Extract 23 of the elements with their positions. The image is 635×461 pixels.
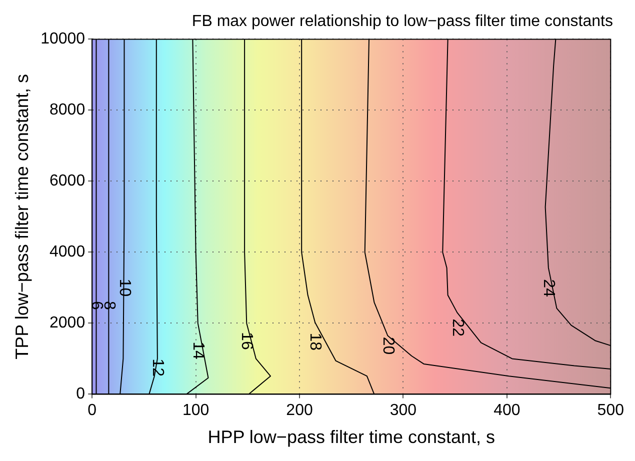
x-tick-label: 400 xyxy=(494,402,520,420)
x-tick-label: 300 xyxy=(390,402,417,420)
x-tick-label: 500 xyxy=(597,402,624,420)
x-axis-title: HPP low−pass filter time constant, s xyxy=(208,427,496,448)
text: 14 xyxy=(189,342,206,360)
y-tick-label: 6000 xyxy=(50,172,86,190)
x-tick-label: 0 xyxy=(88,402,97,420)
y-tick-label: 2000 xyxy=(50,314,86,332)
text: 22 xyxy=(448,318,466,337)
y-tick-label: 0 xyxy=(76,386,86,403)
y-axis-title: TPP low−pass filter time constant, s xyxy=(12,74,32,360)
text: 24 xyxy=(540,279,558,298)
x-tick-label: 200 xyxy=(286,402,313,420)
text: 10 xyxy=(116,278,133,297)
x-tick-label: 100 xyxy=(182,402,210,420)
y-tick-label: 10000 xyxy=(40,30,86,48)
text: 16 xyxy=(238,332,256,350)
y-tick-label: 8000 xyxy=(50,102,86,119)
text: 12 xyxy=(149,358,166,377)
text: 20 xyxy=(379,336,396,355)
y-tick-label: 4000 xyxy=(50,244,86,261)
chart-title: FB max power relationship to low−pass filter time constants xyxy=(192,13,613,30)
text: 18 xyxy=(306,332,324,351)
